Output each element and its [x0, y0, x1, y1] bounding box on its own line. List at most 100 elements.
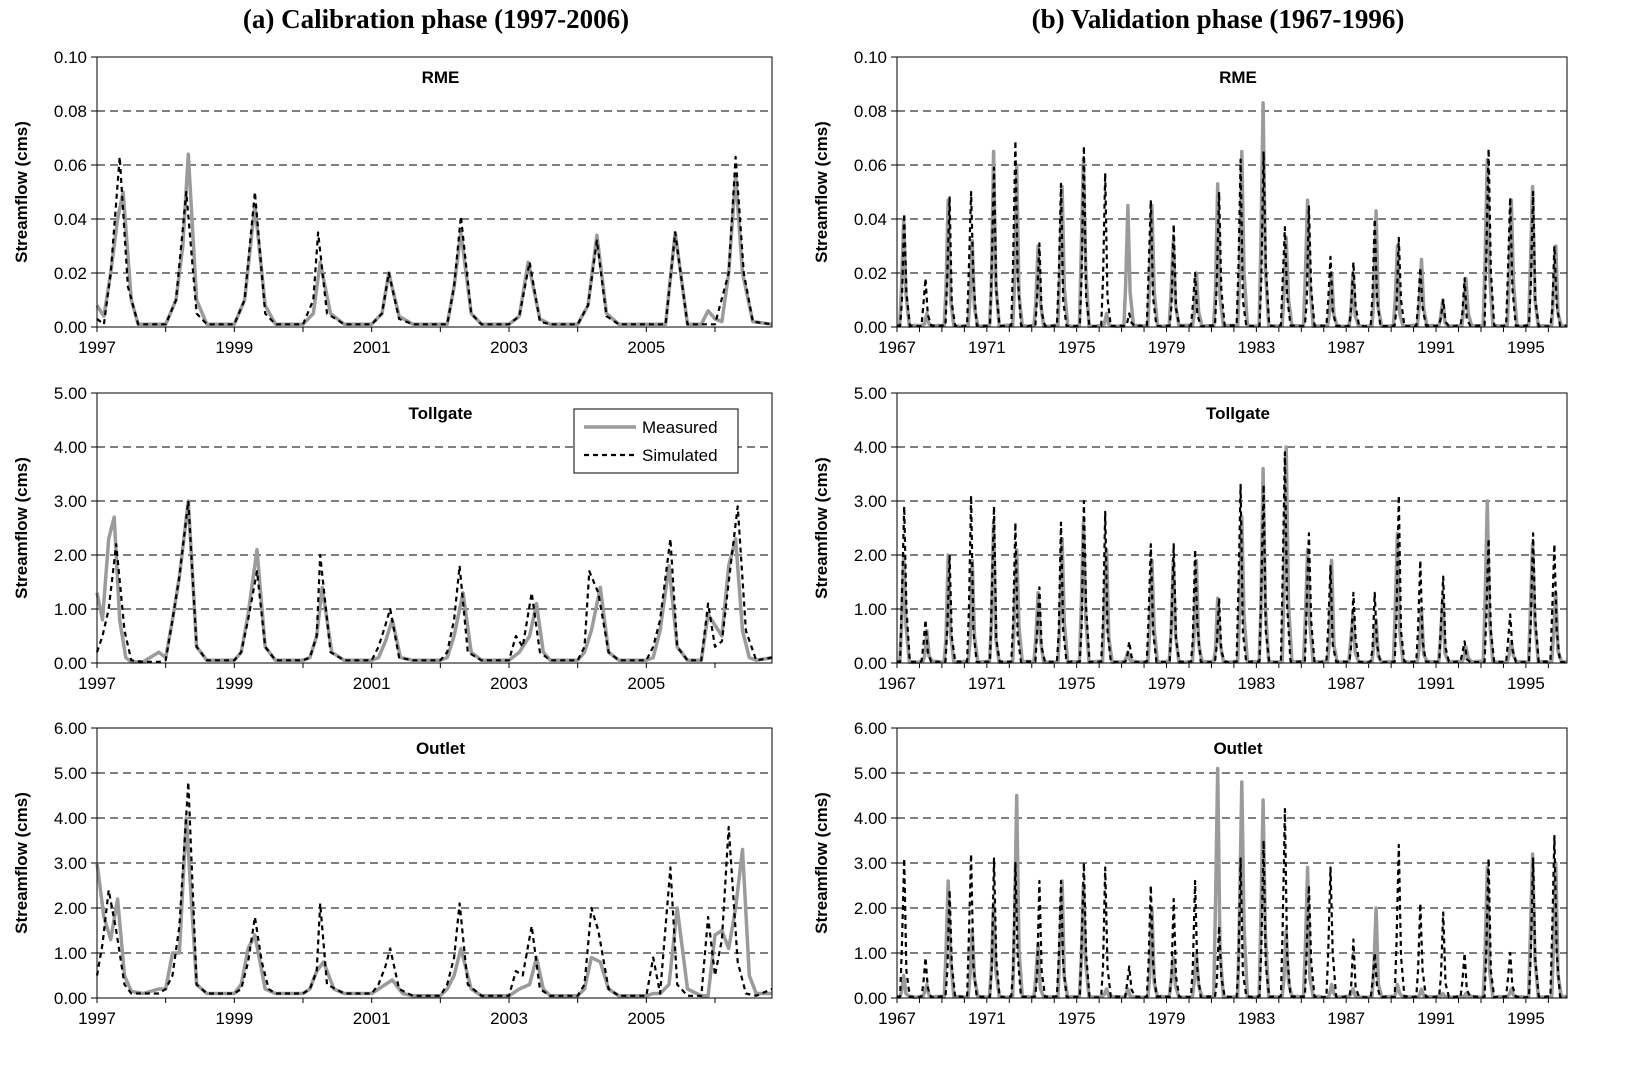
x-tick-label: 2001 — [353, 1009, 391, 1028]
y-tick-label: 0.06 — [854, 156, 887, 175]
panel-title: RME — [1219, 68, 1257, 87]
x-tick-label: 1967 — [878, 674, 916, 693]
y-tick-label: 0.02 — [54, 264, 87, 283]
y-tick-label: 0.08 — [854, 102, 887, 121]
x-tick-label: 2003 — [490, 674, 528, 693]
panel-title: RME — [422, 68, 460, 87]
y-tick-label: 0.04 — [854, 210, 887, 229]
y-tick-label: 0.06 — [54, 156, 87, 175]
legend-measured-label: Measured — [642, 418, 718, 437]
x-tick-label: 1995 — [1507, 1009, 1545, 1028]
y-tick-label: 5.00 — [54, 384, 87, 403]
legend: Measured Simulated — [573, 408, 739, 474]
chart-cal-outlet: 0.00 1.00 2.00 3.00 4.00 5.00 6.00 1997 1999 2001… — [12, 719, 773, 1028]
x-tick-label: 1975 — [1058, 674, 1096, 693]
x-tick-label: 1979 — [1148, 338, 1186, 357]
y-tick-label: 2.00 — [854, 899, 887, 918]
y-tick-label: 3.00 — [854, 492, 887, 511]
x-tick-label: 1967 — [878, 338, 916, 357]
y-tick-label: 6.00 — [854, 719, 887, 738]
x-tick-label: 1983 — [1237, 1009, 1275, 1028]
plot-frame — [96, 56, 773, 328]
x-tick-label: 1999 — [215, 1009, 253, 1028]
y-tick-label: 2.00 — [854, 546, 887, 565]
series-measured-line — [95, 152, 773, 327]
x-tick-label: 2005 — [627, 1009, 665, 1028]
x-tick-label: 1997 — [78, 1009, 116, 1028]
x-tick-label: 2001 — [353, 338, 391, 357]
y-axis-label: Streamflow (cms) — [12, 121, 31, 263]
y-tick-label: 4.00 — [854, 809, 887, 828]
chart-val-outlet: 0.00 1.00 2.00 3.00 4.00 5.00 6.00 1967 1971 1975… — [812, 719, 1568, 1028]
y-tick-label: 5.00 — [54, 764, 87, 783]
y-tick-label: 0.02 — [854, 264, 887, 283]
y-tick-label: 2.00 — [54, 546, 87, 565]
series-measured-line — [896, 445, 1567, 665]
series-measured-line — [95, 499, 773, 664]
chart-val-rme: 0.00 0.02 0.04 0.06 0.08 0.10 1967 1971 1975 1979… — [812, 48, 1568, 357]
x-tick-label: 1999 — [215, 338, 253, 357]
x-tick-label: 1971 — [968, 674, 1006, 693]
x-tick-label: 1983 — [1237, 674, 1275, 693]
x-tick-label: 2005 — [627, 338, 665, 357]
y-tick-label: 2.00 — [54, 899, 87, 918]
y-tick-label: 3.00 — [54, 492, 87, 511]
plot-frame — [896, 56, 1568, 328]
y-axis-label: Streamflow (cms) — [12, 792, 31, 934]
y-tick-label: 1.00 — [854, 944, 887, 963]
y-tick-label: 0.10 — [54, 48, 87, 67]
panel-title: Tollgate — [409, 404, 473, 423]
x-tick-label: 1991 — [1417, 1009, 1455, 1028]
y-tick-label: 0.00 — [54, 318, 87, 337]
x-tick-label: 1999 — [215, 674, 253, 693]
x-tick-label: 2001 — [353, 674, 391, 693]
x-tick-label: 1975 — [1058, 338, 1096, 357]
y-axis-label: Streamflow (cms) — [812, 121, 831, 263]
y-tick-label: 0.00 — [854, 654, 887, 673]
x-tick-label: 1995 — [1507, 674, 1545, 693]
series-simulated-line — [896, 807, 1567, 999]
y-axis-label: Streamflow (cms) — [812, 457, 831, 599]
y-tick-label: 3.00 — [54, 854, 87, 873]
x-tick-label: 1997 — [78, 674, 116, 693]
y-tick-label: 4.00 — [54, 438, 87, 457]
plot-frame — [896, 727, 1568, 999]
y-tick-label: 6.00 — [54, 719, 87, 738]
y-tick-label: 0.10 — [854, 48, 887, 67]
x-tick-label: 1971 — [968, 338, 1006, 357]
chart-val-tollgate: 0.00 1.00 2.00 3.00 4.00 5.00 1967 1971 1975 1979… — [812, 384, 1568, 693]
x-tick-label: 1987 — [1327, 674, 1365, 693]
series-simulated-line — [96, 155, 773, 326]
x-tick-label: 1991 — [1417, 674, 1455, 693]
y-tick-label: 0.00 — [854, 989, 887, 1008]
x-tick-label: 1987 — [1327, 338, 1365, 357]
validation-title: (b) Validation phase (1967-1996) — [1031, 4, 1405, 34]
x-tick-label: 1983 — [1237, 338, 1275, 357]
x-tick-label: 1997 — [78, 338, 116, 357]
y-tick-label: 0.00 — [54, 654, 87, 673]
x-tick-label: 2005 — [627, 674, 665, 693]
y-tick-label: 0.00 — [54, 989, 87, 1008]
series-simulated-line — [896, 139, 1567, 328]
plot-frame — [896, 392, 1568, 664]
y-axis-label: Streamflow (cms) — [12, 457, 31, 599]
series-simulated-line — [95, 780, 773, 997]
y-tick-label: 0.08 — [54, 102, 87, 121]
x-tick-label: 1979 — [1148, 674, 1186, 693]
y-tick-label: 0.04 — [54, 210, 87, 229]
legend-box — [573, 408, 739, 474]
chart-cal-tollgate: 0.00 1.00 2.00 3.00 4.00 5.00 1997 1999 2001 2003… — [12, 384, 773, 693]
panel-title: Tollgate — [1206, 404, 1270, 423]
chart-cal-rme: 0.00 0.02 0.04 0.06 0.08 0.10 1997 1999 2001 2003… — [12, 48, 773, 357]
y-tick-label: 1.00 — [54, 944, 87, 963]
plot-frame — [96, 392, 773, 664]
y-tick-label: 1.00 — [54, 600, 87, 619]
x-tick-label: 1991 — [1417, 338, 1455, 357]
y-tick-label: 1.00 — [854, 600, 887, 619]
x-tick-label: 1967 — [878, 1009, 916, 1028]
x-tick-label: 1975 — [1058, 1009, 1096, 1028]
y-tick-label: 0.00 — [854, 318, 887, 337]
y-tick-label: 4.00 — [54, 809, 87, 828]
y-axis-label: Streamflow (cms) — [812, 792, 831, 934]
